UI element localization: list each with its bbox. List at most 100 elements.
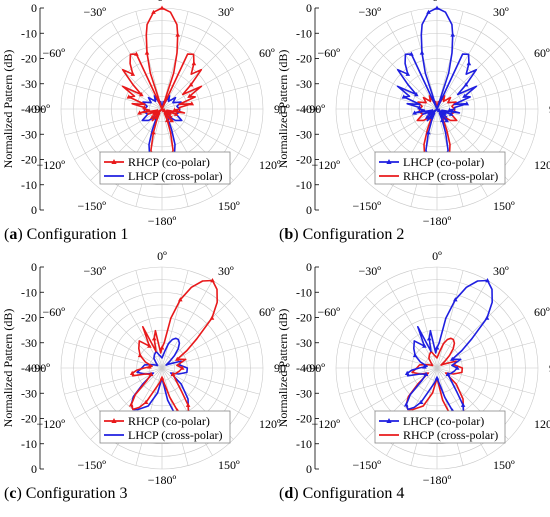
angle-label: −150º xyxy=(78,458,107,472)
grid-spoke xyxy=(161,108,250,160)
data-point xyxy=(447,107,452,112)
caption: (b) Configuration 2 xyxy=(279,226,405,243)
grid-spoke xyxy=(349,367,438,419)
data-point xyxy=(444,118,449,123)
radial-tick-label: -20 xyxy=(21,311,37,325)
data-point xyxy=(430,108,435,113)
legend-box xyxy=(374,151,506,185)
grid-spoke xyxy=(436,367,525,419)
data-point xyxy=(143,399,149,404)
data-point xyxy=(426,9,431,14)
grid-spoke xyxy=(64,82,163,110)
data-point xyxy=(434,5,440,10)
grid-spoke xyxy=(74,58,163,110)
grid-spoke xyxy=(349,58,438,110)
grid-spoke xyxy=(74,367,163,419)
angle-label: 60º xyxy=(259,305,275,319)
angle-label: 150º xyxy=(493,199,515,213)
caption-text: Configuration 1 xyxy=(26,226,129,243)
angle-label: 150º xyxy=(218,458,240,472)
data-point xyxy=(134,51,139,56)
legend-marker xyxy=(386,418,392,423)
polar-chart: 0 -10 -20 -30 -40 -30 -20 -10 0 Normalized Patter… xyxy=(1,0,290,228)
series-co-polar xyxy=(403,278,493,417)
angle-label: 0º xyxy=(432,249,442,263)
angle-label: 120º xyxy=(534,158,550,172)
grid-spoke xyxy=(111,21,163,110)
data-point xyxy=(426,336,432,341)
grid-spoke xyxy=(436,341,535,369)
data-point xyxy=(128,402,134,407)
caption-tag: b xyxy=(284,226,294,243)
data-point xyxy=(436,107,442,113)
angle-label: −180º xyxy=(423,214,452,228)
data-point xyxy=(151,336,157,341)
grid-spoke xyxy=(74,108,163,160)
data-point xyxy=(175,356,180,361)
panel-a: 0 -10 -20 -30 -40 -30 -20 -10 0 Normalized Patter… xyxy=(0,0,290,258)
y-axis-label: Normalized Pattern (dB) xyxy=(276,50,290,169)
data-point xyxy=(161,107,167,113)
angle-label: 60º xyxy=(534,46,550,60)
data-point xyxy=(129,370,135,375)
panel-b: 0 -10 -20 -30 -40 -30 -20 -10 0 Normalized Patter… xyxy=(275,0,550,258)
radial-tick-label: -40 xyxy=(21,361,37,375)
radial-tick-label: 0 xyxy=(306,260,312,274)
data-point xyxy=(185,402,191,407)
legend-label: RHCP (co-polar) xyxy=(128,414,210,428)
grid-spoke xyxy=(339,341,438,369)
data-point xyxy=(179,365,185,370)
legend: RHCP (co-polar)LHCP (cross-polar) xyxy=(99,410,231,444)
data-point xyxy=(210,278,215,283)
data-point xyxy=(142,105,147,110)
grid-spoke xyxy=(339,108,438,136)
data-point xyxy=(425,114,430,119)
data-point xyxy=(209,315,215,320)
angle-label: −180º xyxy=(423,473,452,487)
y-axis-label: Normalized Pattern (dB) xyxy=(1,309,15,428)
data-point xyxy=(460,402,466,407)
data-point xyxy=(159,345,165,350)
grid-spoke xyxy=(386,280,438,369)
data-point xyxy=(155,108,160,113)
angle-label: −30º xyxy=(359,5,382,19)
legend-label: RHCP (co-polar) xyxy=(128,155,210,169)
radial-tick-label: -20 xyxy=(21,412,37,426)
data-point xyxy=(466,61,472,66)
data-point xyxy=(153,114,159,119)
legend-label: LHCP (cross-polar) xyxy=(128,169,223,183)
radial-tick-label: -30 xyxy=(296,127,312,141)
angle-label: 150º xyxy=(218,199,240,213)
grid-spoke xyxy=(339,82,438,110)
grid-spoke xyxy=(161,317,250,369)
radial-tick-label: 0 xyxy=(31,203,37,217)
radial-tick-label: 0 xyxy=(306,203,312,217)
data-point xyxy=(448,111,454,116)
angle-label: −180º xyxy=(148,214,177,228)
grid-spoke xyxy=(436,82,535,110)
radial-tick-label: -30 xyxy=(296,77,312,91)
angle-label: 30º xyxy=(218,264,234,278)
data-point xyxy=(170,371,176,376)
angle-label: −30º xyxy=(84,264,107,278)
grid-spoke xyxy=(161,37,234,110)
data-point xyxy=(173,111,179,116)
data-point xyxy=(450,356,455,361)
caption-text: Configuration 2 xyxy=(302,226,405,243)
grid-spoke xyxy=(161,367,250,419)
radial-tick-label: 0 xyxy=(31,260,37,274)
grid-spoke xyxy=(349,108,438,160)
data-point xyxy=(169,118,174,123)
data-point xyxy=(462,93,467,98)
radial-tick-label: -10 xyxy=(296,178,312,192)
angle-label: −90º xyxy=(303,361,326,375)
data-point xyxy=(188,82,194,87)
legend-box xyxy=(374,410,506,444)
data-point xyxy=(412,352,418,358)
radial-tick-label: -10 xyxy=(296,26,312,40)
grid-spoke xyxy=(161,270,189,369)
grid-spoke xyxy=(90,37,163,110)
data-point xyxy=(191,61,197,66)
radial-tick-label: -10 xyxy=(21,26,37,40)
angle-label: 60º xyxy=(259,46,275,60)
